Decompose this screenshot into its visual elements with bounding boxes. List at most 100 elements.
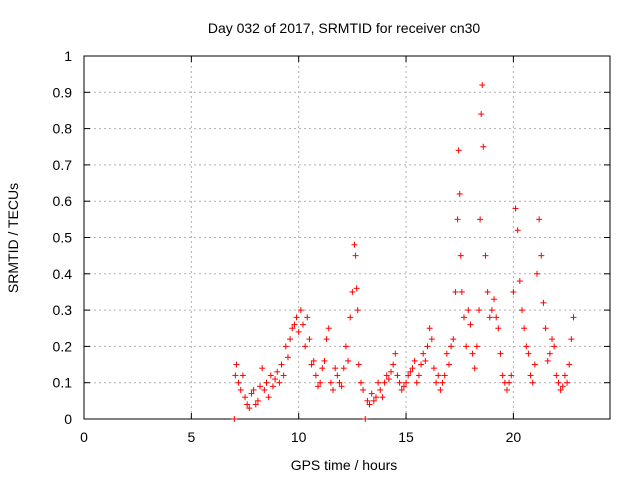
data-point <box>282 343 289 350</box>
data-point <box>323 336 330 343</box>
data-point <box>265 394 272 401</box>
y-tick-label: 0.5 <box>53 230 73 246</box>
data-point <box>334 372 341 379</box>
data-point <box>353 285 360 292</box>
data-point <box>400 383 407 390</box>
y-tick-label: 0.3 <box>53 302 73 318</box>
data-point <box>269 383 276 390</box>
data-point <box>330 386 337 393</box>
data-point <box>544 357 551 364</box>
data-point <box>368 390 375 397</box>
data-point <box>354 307 361 314</box>
data-point <box>484 288 491 295</box>
data-point <box>315 383 322 390</box>
data-point <box>352 252 359 259</box>
data-point <box>254 397 261 404</box>
axis-ticks <box>83 55 610 420</box>
data-point <box>385 376 392 383</box>
data-point <box>512 205 519 212</box>
data-point <box>276 379 283 386</box>
data-point <box>246 405 253 412</box>
data-point <box>510 288 517 295</box>
data-point <box>319 365 326 372</box>
data-point <box>360 386 367 393</box>
data-point <box>531 361 538 368</box>
data-point <box>383 372 390 379</box>
data-point <box>304 314 311 321</box>
data-point <box>422 357 429 364</box>
data-point <box>557 386 564 393</box>
data-point <box>357 379 364 386</box>
data-point <box>493 314 500 321</box>
y-tick-label: 0.1 <box>53 375 73 391</box>
data-point <box>366 401 373 408</box>
data-point <box>342 343 349 350</box>
data-point <box>497 350 504 357</box>
data-point <box>248 390 255 397</box>
data-point <box>405 372 412 379</box>
data-point <box>478 111 485 118</box>
data-point <box>455 147 462 154</box>
data-point <box>409 365 416 372</box>
y-tick-label: 0.6 <box>53 193 73 209</box>
data-point <box>370 397 377 404</box>
data-point <box>345 357 352 364</box>
data-point <box>564 379 571 386</box>
data-point <box>426 325 433 332</box>
data-point <box>454 216 461 223</box>
data-points <box>231 82 577 422</box>
data-point <box>364 397 371 404</box>
data-point <box>274 368 281 375</box>
data-point <box>297 307 304 314</box>
data-point <box>448 343 455 350</box>
data-point <box>259 365 266 372</box>
data-point <box>362 416 369 422</box>
data-point <box>252 401 259 408</box>
data-point <box>480 143 487 150</box>
x-tick-label: 10 <box>291 429 307 445</box>
data-point <box>538 252 545 259</box>
data-point <box>561 372 568 379</box>
data-point <box>424 343 431 350</box>
data-point <box>540 299 547 306</box>
data-point <box>473 343 480 350</box>
data-point <box>317 379 324 386</box>
data-point <box>398 386 405 393</box>
data-point <box>551 343 558 350</box>
data-point <box>287 336 294 343</box>
data-point <box>452 288 459 295</box>
data-point <box>242 394 249 401</box>
data-point <box>237 386 244 393</box>
data-point <box>338 383 345 390</box>
data-point <box>477 216 484 223</box>
data-point <box>527 372 534 379</box>
data-point <box>375 379 382 386</box>
data-point <box>458 288 465 295</box>
plot-frame <box>83 55 611 420</box>
data-point <box>456 190 463 197</box>
data-point <box>372 394 379 401</box>
data-point <box>336 379 343 386</box>
data-point <box>441 372 448 379</box>
data-point <box>235 379 242 386</box>
data-point <box>461 314 468 321</box>
x-tick-label: 5 <box>187 429 195 445</box>
data-point <box>394 372 401 379</box>
y-tick-label: 0.7 <box>53 157 73 173</box>
y-tick-label: 0.8 <box>53 121 73 137</box>
x-tick-label: 0 <box>80 429 88 445</box>
data-point <box>310 357 317 364</box>
data-point <box>396 379 403 386</box>
y-tick-label: 0 <box>64 411 72 427</box>
data-point <box>518 307 525 314</box>
data-point <box>239 372 246 379</box>
data-point <box>495 325 502 332</box>
chart-title: Day 032 of 2017, SRMTID for receiver cn3… <box>208 20 481 36</box>
data-point <box>506 379 513 386</box>
data-point <box>312 372 319 379</box>
data-point <box>381 379 388 386</box>
x-tick-labels: 0 5 10 15 20 <box>80 429 521 445</box>
data-point <box>347 314 354 321</box>
x-tick-label: 20 <box>506 429 522 445</box>
